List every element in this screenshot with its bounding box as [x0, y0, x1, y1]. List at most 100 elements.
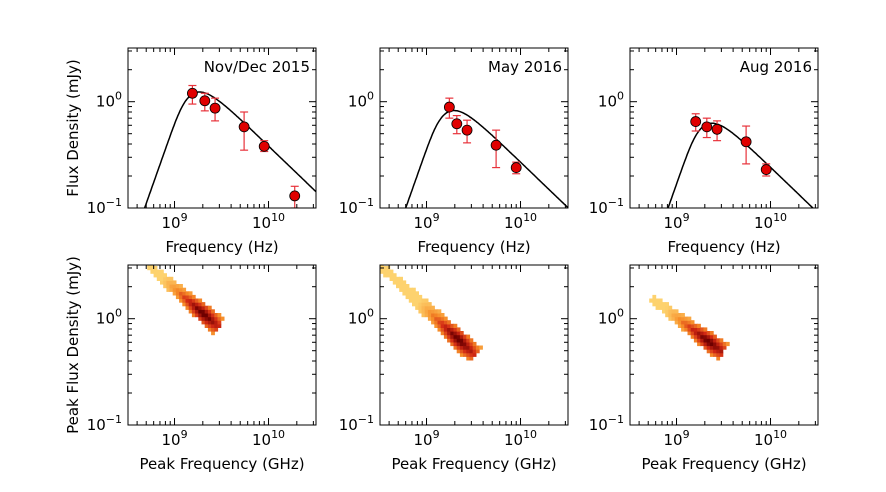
heatmap-cell	[424, 309, 429, 314]
x-tick-label: 1010	[252, 428, 285, 449]
heatmap-cell	[453, 338, 458, 343]
heatmap-cell	[719, 345, 724, 350]
heatmap-cell	[383, 273, 387, 278]
x-tick-label-exponent: 9	[433, 211, 440, 224]
heatmap-cell	[665, 302, 669, 307]
y-tick-label-exponent: −1	[608, 413, 624, 426]
heatmap-cell	[380, 265, 384, 267]
heatmap-cell	[440, 323, 445, 328]
heatmap-cell	[469, 352, 474, 357]
heatmap-cell	[671, 313, 676, 318]
y-tick-label: 100	[598, 90, 624, 111]
heatmap-cell	[459, 341, 464, 347]
heatmap-cell	[207, 320, 212, 325]
heatmap-cell	[437, 309, 442, 314]
heatmap-cell	[709, 345, 714, 350]
heatmap-cell	[195, 302, 199, 307]
data-point	[289, 190, 301, 202]
heatmap-cell	[687, 320, 692, 325]
heatmap-cell	[655, 302, 660, 307]
heatmap-cell	[693, 327, 698, 332]
heatmap-cell	[658, 305, 663, 310]
heatmap-cell	[153, 266, 158, 271]
heatmap-cell	[665, 313, 669, 318]
heatmap-cell	[418, 302, 423, 307]
heatmap-cell	[166, 280, 171, 285]
y-axis-label: Flux Density (mJy)	[64, 59, 82, 196]
heatmap-cell	[709, 349, 714, 354]
model-curve	[143, 91, 316, 208]
heatmap-cell	[402, 287, 407, 292]
heatmap-cell	[681, 323, 685, 328]
heatmap-cell	[713, 352, 717, 357]
heatmap-cell	[198, 309, 203, 314]
heatmap-cell	[427, 316, 432, 321]
heatmap-cell	[463, 345, 467, 350]
heatmap-cell	[211, 316, 215, 321]
data-point	[187, 87, 198, 99]
heatmap-cell	[386, 269, 391, 274]
heatmap-cell	[706, 341, 711, 347]
heatmap-cell	[463, 338, 467, 343]
heatmap-cell	[188, 291, 193, 296]
heatmap-cell	[408, 298, 413, 303]
heatmap-cell	[472, 352, 477, 357]
y-tick-label-exponent: 0	[367, 90, 374, 103]
heatmap-cell	[434, 323, 439, 328]
heatmap-cell	[160, 273, 164, 278]
heatmap-cell	[693, 331, 698, 336]
heatmap-cell	[453, 323, 458, 328]
heatmap-cell	[380, 269, 384, 274]
y-tick-label-exponent: 0	[617, 307, 624, 320]
heatmap-cell	[418, 298, 423, 303]
heatmap-cell	[415, 298, 419, 303]
heatmap-cell	[469, 356, 474, 361]
y-tick-label: 10−1	[589, 413, 624, 434]
heatmap-cell	[198, 302, 203, 307]
heatmap-cell	[201, 313, 206, 318]
x-tick-label: 109	[413, 211, 439, 232]
heatmap-cell	[703, 334, 708, 339]
heatmap-cell	[677, 313, 682, 318]
heatmap-cell	[716, 345, 721, 350]
heatmap-cell	[211, 309, 215, 314]
y-tick-label-base: 10	[96, 93, 115, 111]
heatmap-cell	[713, 334, 717, 339]
x-axis-label: Peak Frequency (GHz)	[641, 455, 806, 473]
heatmap-cell	[443, 320, 448, 325]
heatmap-cell	[412, 294, 416, 300]
x-axis-label: Frequency (Hz)	[165, 238, 278, 256]
heatmap-cell	[172, 284, 177, 289]
heatmap-cell	[719, 349, 724, 354]
heatmap-cell	[427, 313, 432, 318]
data-point	[510, 162, 522, 173]
y-tick-label: 100	[348, 307, 374, 328]
heatmap-cell	[469, 341, 474, 347]
heatmap-cell	[706, 345, 711, 350]
heatmap-cell	[392, 276, 397, 281]
heatmap-cell	[431, 316, 435, 321]
heatmap-cell	[399, 280, 403, 285]
y-tick-label-base: 10	[598, 93, 617, 111]
heatmap-cell	[412, 298, 416, 303]
heatmap-cell	[207, 323, 212, 328]
x-tick-label: 109	[161, 428, 187, 449]
x-tick-label-base: 10	[754, 214, 773, 232]
data-point	[443, 101, 455, 113]
heatmap-cell	[690, 334, 695, 339]
data-point	[711, 123, 723, 135]
x-tick-label-base: 10	[663, 214, 682, 232]
heatmap-cell	[479, 345, 483, 350]
heatmap-cell	[418, 294, 423, 300]
heatmap-cell	[440, 313, 445, 318]
heatmap-cell	[697, 327, 701, 332]
heatmap-cell	[175, 294, 180, 300]
y-tick-label-exponent: 0	[115, 90, 122, 103]
heatmap-cell	[182, 302, 187, 307]
heatmap-cell	[153, 273, 158, 278]
data-point	[490, 139, 502, 151]
y-tick-label-exponent: −1	[106, 413, 122, 426]
heatmap-cell	[440, 320, 445, 325]
